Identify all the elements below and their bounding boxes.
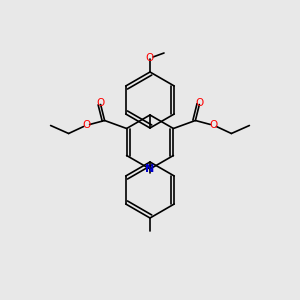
- Text: O: O: [146, 53, 154, 63]
- Text: O: O: [82, 121, 91, 130]
- Text: O: O: [195, 98, 203, 107]
- Text: O: O: [209, 121, 217, 130]
- Text: O: O: [97, 98, 105, 107]
- Text: N: N: [146, 164, 154, 174]
